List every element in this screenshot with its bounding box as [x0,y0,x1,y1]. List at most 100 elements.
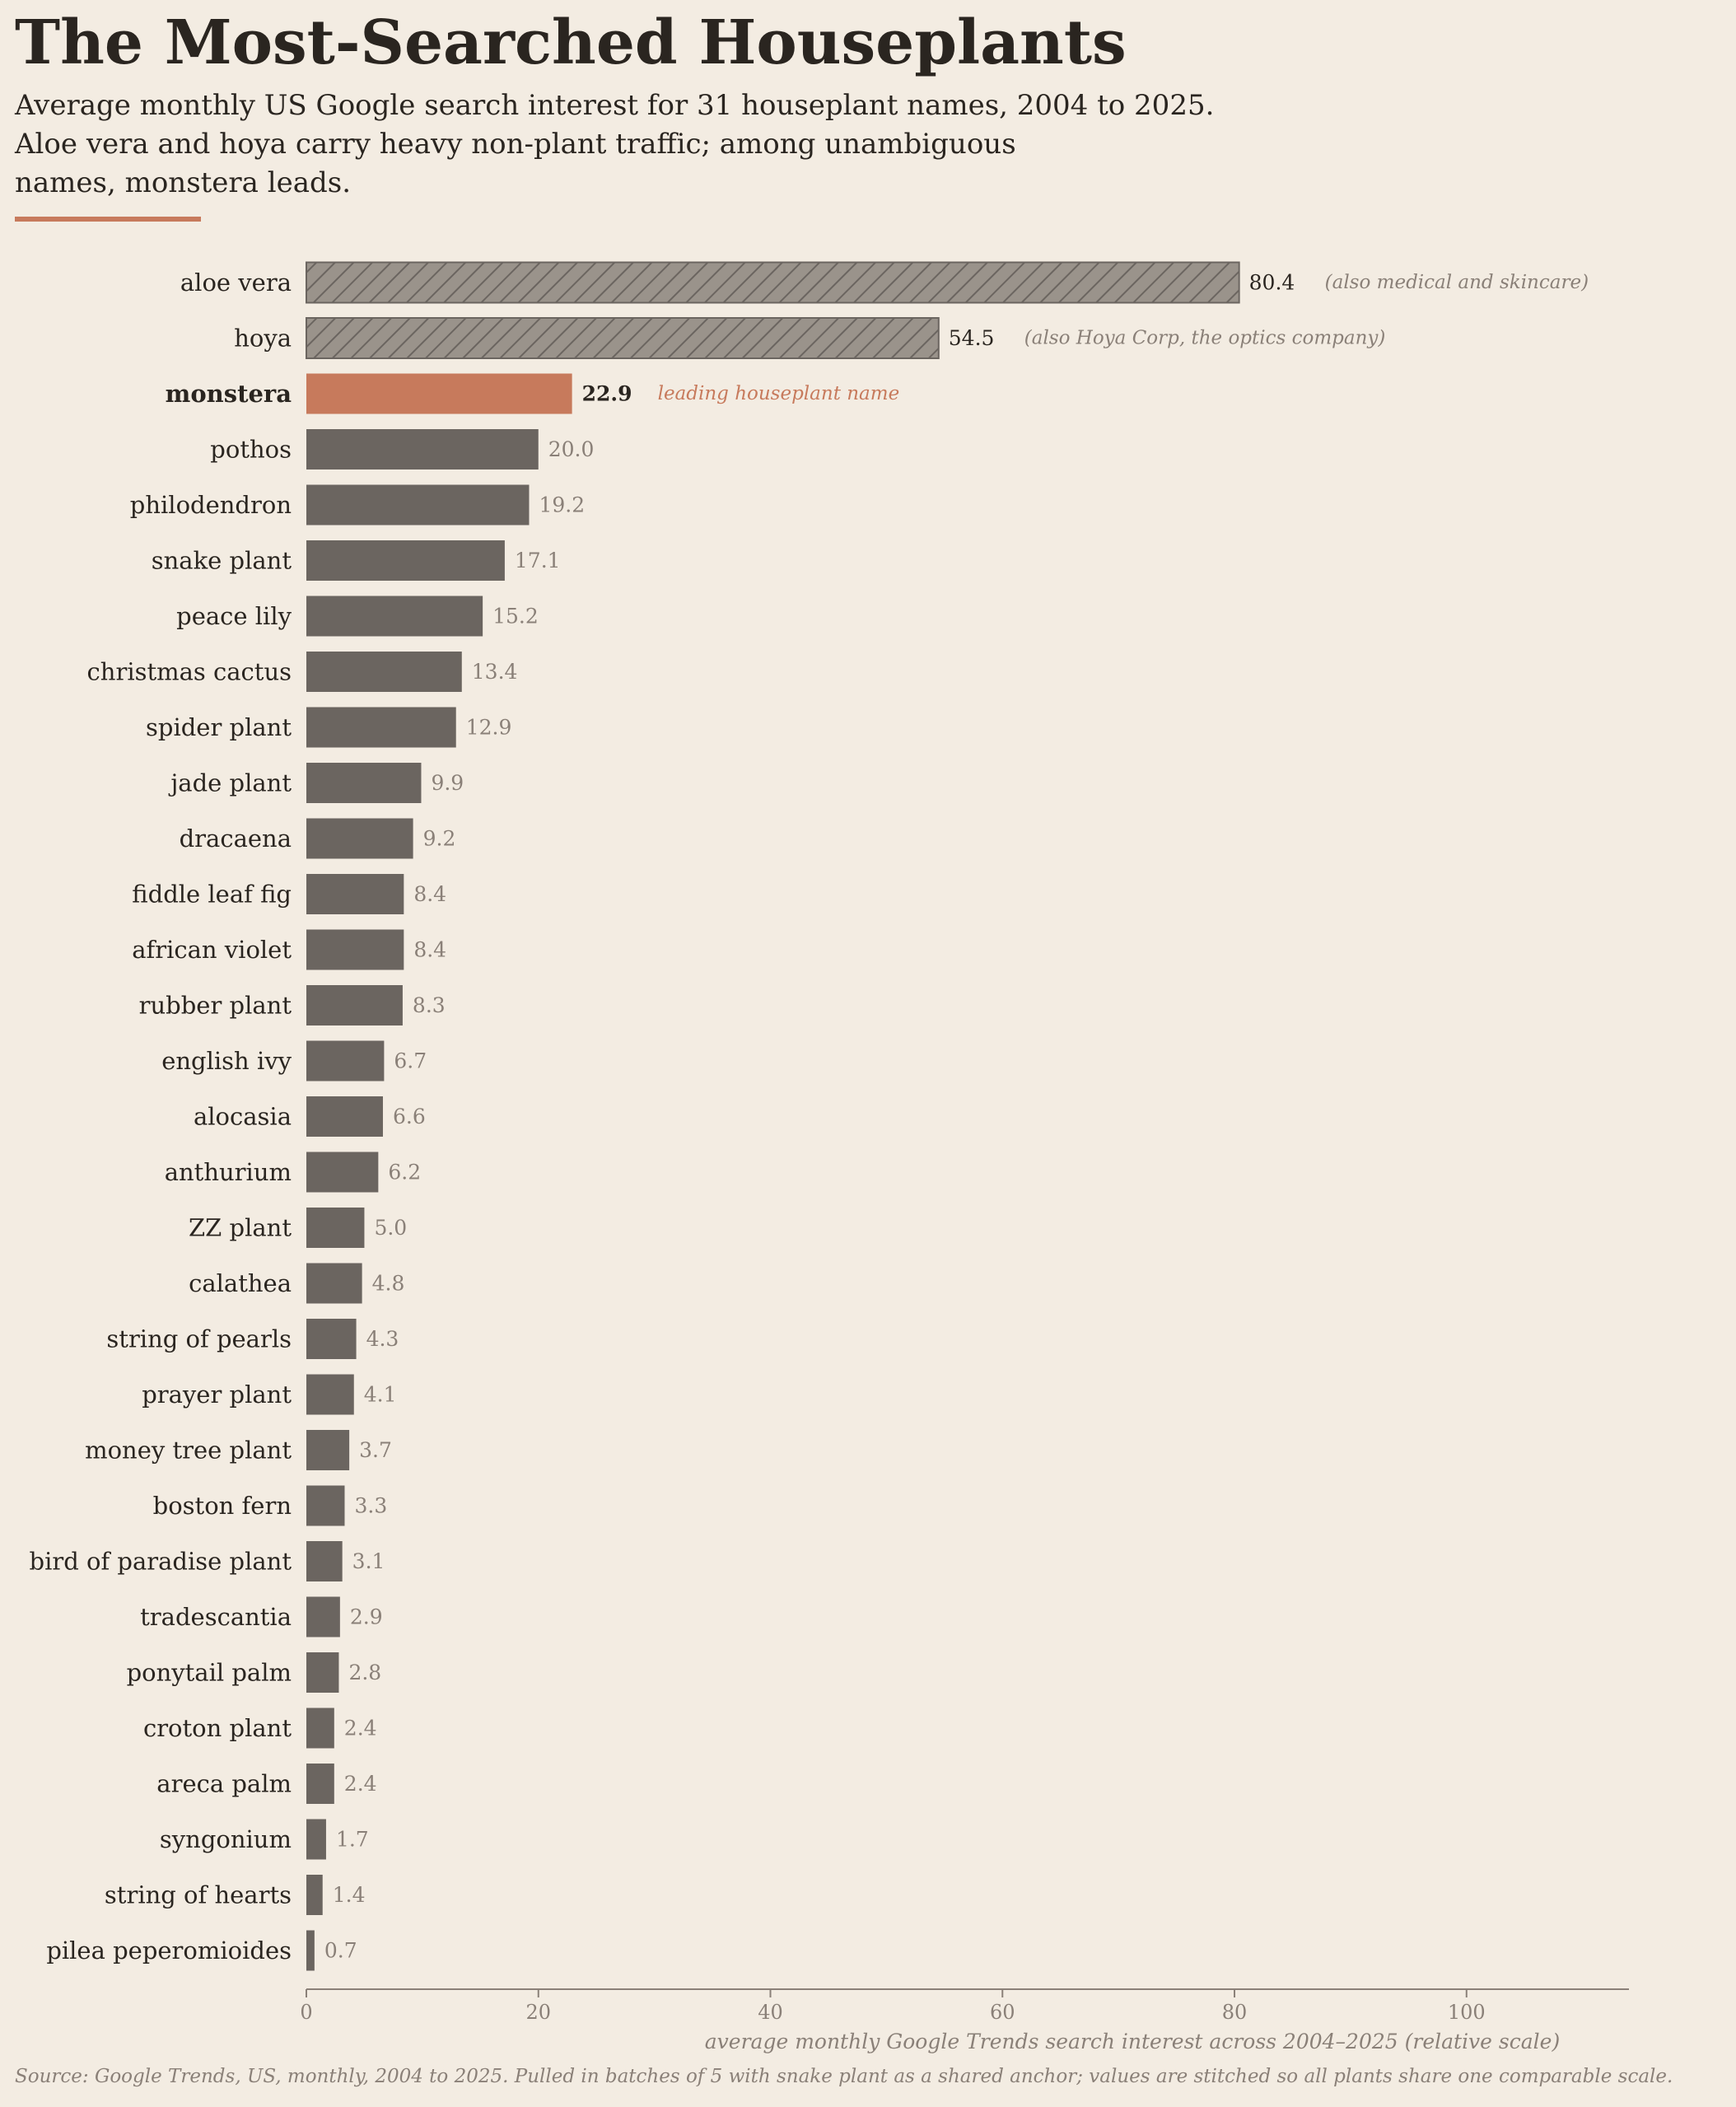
bar [306,929,404,970]
value-label: 2.8 [348,1661,381,1684]
category-label: english ivy [161,1047,292,1075]
bar-annotation: leading houseplant name [658,383,900,404]
category-label: snake plant [152,547,292,575]
value-label: 54.5 [949,326,995,350]
bar [306,1208,365,1248]
bar [306,985,403,1025]
x-tick-label: 80 [1222,2001,1248,2024]
x-axis: 0 20 40 60 80 100 average monthly Google Trend… [300,1988,1629,2053]
category-label: prayer plant [142,1381,292,1409]
category-label: money tree plant [85,1437,292,1465]
value-label: 1.7 [336,1828,369,1852]
value-label: 4.3 [366,1327,399,1351]
category-label: ZZ plant [189,1214,292,1242]
value-label: 20.0 [548,437,595,461]
accent-rule [15,217,201,222]
value-label: 3.3 [354,1494,387,1518]
category-label: tradescantia [140,1603,292,1631]
value-label: 3.1 [352,1549,385,1573]
value-label: 9.9 [431,771,464,795]
value-label: 6.2 [388,1161,421,1184]
x-tick-label: 20 [525,2001,551,2024]
bar [306,540,505,581]
bar [306,1485,345,1526]
bar [306,1541,343,1581]
bar [306,1040,385,1082]
chart-subtitle: Average monthly US Google search interes… [15,89,1215,199]
value-label: 80.4 [1249,271,1295,295]
category-label: peace lily [176,602,292,630]
value-label: 5.0 [374,1216,407,1240]
x-tick-label: 0 [300,2001,312,2024]
category-label: string of pearls [106,1325,292,1353]
bar [306,652,462,692]
bar [306,1263,362,1304]
value-label: 1.4 [333,1883,366,1907]
bar-annotation: (also Hoya Corp, the optics company) [1024,328,1386,349]
bar [306,596,483,637]
value-label: 17.1 [515,549,561,572]
bar [306,1319,357,1359]
category-label: pilea peperomioides [46,1936,292,1965]
bar [306,1930,315,1971]
bar [306,1430,350,1470]
bar [306,429,539,470]
category-label: christmas cactus [87,658,292,686]
category-label: jade plant [168,769,292,797]
value-label: 13.4 [472,660,518,684]
value-label: 3.7 [359,1438,392,1462]
x-tick-label: 60 [990,2001,1015,2024]
value-label: 2.4 [344,1772,377,1796]
value-label: 19.2 [539,493,585,517]
category-label: rubber plant [139,992,292,1020]
bar [306,1708,334,1749]
x-tick-label: 100 [1448,2001,1486,2024]
category-label: dracaena [180,825,292,853]
category-label: ponytail palm [127,1659,292,1687]
bar [306,1374,354,1415]
category-label: calathea [189,1269,292,1297]
category-label: monstera [166,380,292,408]
category-label: anthurium [165,1158,292,1186]
bar [306,1096,383,1137]
bar [306,818,413,859]
category-label: african violet [132,936,292,964]
category-label: fiddle leaf fig [132,881,292,909]
value-label: 8.4 [413,938,446,962]
value-label: 12.9 [466,716,512,740]
x-tick-label: 40 [758,2001,783,2024]
bar [306,1819,326,1860]
value-label: 0.7 [324,1939,357,1963]
value-label: 6.7 [394,1049,427,1073]
bar-ambiguous [306,261,1240,304]
bar [306,874,404,914]
bar-ambiguous [306,317,940,359]
bar [306,484,530,526]
category-label: hoya [234,325,292,353]
value-label: 15.2 [492,605,539,628]
category-label: boston fern [153,1492,292,1520]
bar [306,1596,340,1637]
bar [306,707,456,748]
value-label: 4.1 [364,1383,397,1407]
value-label: 9.2 [423,827,456,851]
value-label: 2.4 [344,1717,377,1740]
category-label: spider plant [146,713,292,741]
bar-annotation: (also medical and skincare) [1325,272,1589,293]
bar [306,1875,323,1915]
value-label: 8.3 [413,993,446,1017]
category-label: pothos [210,436,292,464]
category-label: bird of paradise plant [30,1548,292,1576]
value-label: 8.4 [413,882,446,906]
value-label: 2.9 [350,1605,383,1629]
bar [306,1652,339,1693]
category-label: alocasia [194,1103,292,1131]
category-label: string of hearts [105,1881,292,1909]
bar [306,1152,379,1193]
bar [306,763,422,803]
category-label: aloe vera [180,269,292,297]
value-label: 6.6 [393,1105,426,1128]
x-axis-label: average monthly Google Trends search int… [705,2030,1560,2053]
value-label: 22.9 [582,382,632,406]
